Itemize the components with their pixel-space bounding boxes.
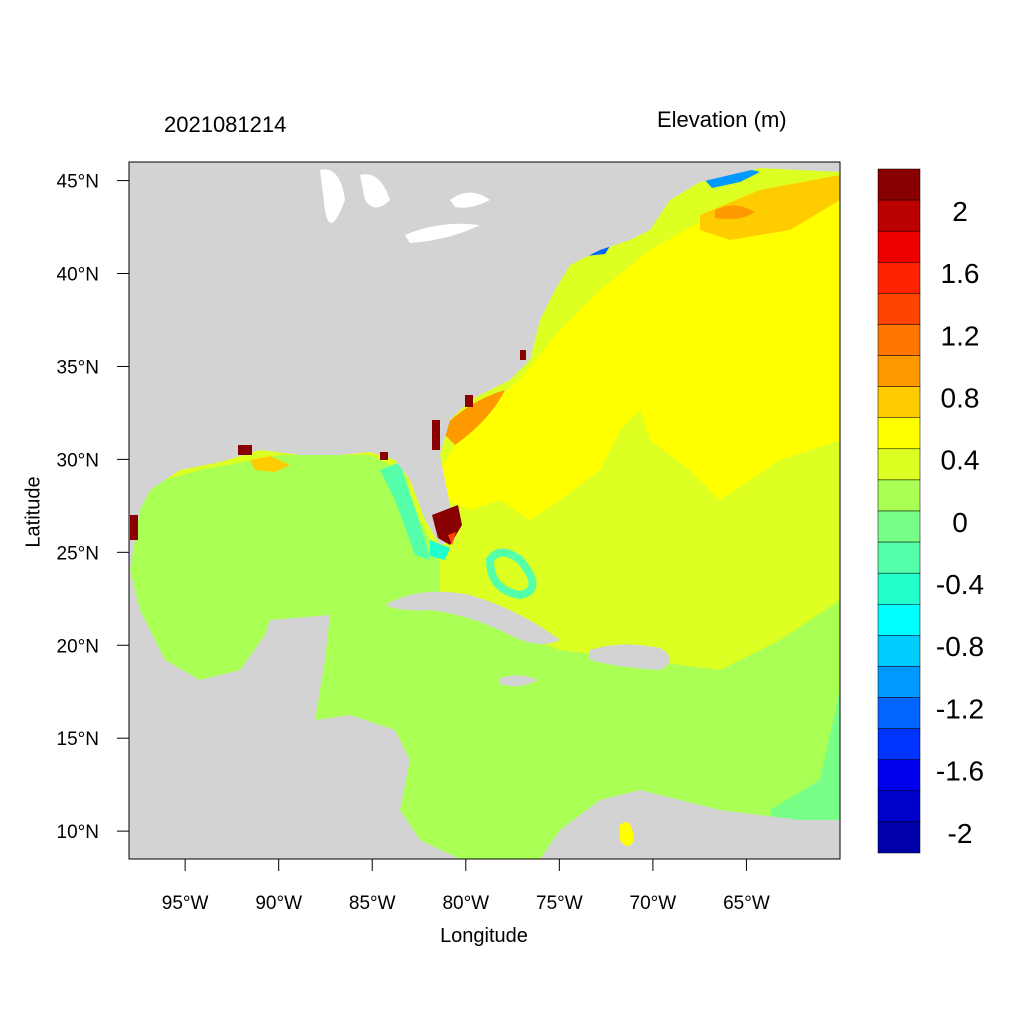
lat-tick-label: 15°N <box>57 729 99 750</box>
jamaica-land <box>500 675 538 687</box>
maine-blue <box>705 168 760 188</box>
colorbar-swatch <box>877 355 921 387</box>
maracaibo-yellow <box>620 822 634 846</box>
carolina-orange <box>440 390 505 445</box>
colorbar-swatch <box>877 821 921 854</box>
colorbar-swatch <box>877 604 921 636</box>
lat-tick-label: 30°N <box>57 450 99 471</box>
colorbar-swatch <box>877 386 921 418</box>
colorbar-swatch <box>877 635 921 667</box>
atlantic-near-field <box>440 180 840 520</box>
colorbar-swatch <box>877 541 921 574</box>
colorbar-label: -0.8 <box>936 631 984 662</box>
colorbar-swatch <box>877 230 921 263</box>
ne-shelf-field <box>700 175 840 240</box>
lon-tick-label: 90°W <box>255 893 302 914</box>
lat-tick-label: 45°N <box>57 172 99 193</box>
colorbar-swatch <box>877 199 921 232</box>
hispaniola-land <box>590 644 670 670</box>
colorbar-swatch <box>877 479 921 512</box>
cuba-land <box>385 591 560 644</box>
lat-tick-label: 25°N <box>57 543 99 564</box>
lat-tick-label: 20°N <box>57 636 99 657</box>
colorbar-swatch <box>877 790 921 823</box>
lat-ticks: 45°N 40°N 35°N 30°N 25°N 20°N 15°N 10°N <box>57 172 129 843</box>
florida-keys-cyan <box>430 540 450 560</box>
colorbar-swatch <box>877 324 921 356</box>
plot-frame <box>128 161 841 860</box>
lat-tick-label: 40°N <box>57 265 99 286</box>
east-caribbean-teal <box>770 690 840 859</box>
timestamp-title: 2021081214 <box>164 112 287 137</box>
lon-tick-label: 70°W <box>630 893 677 914</box>
gulf-coast-orange <box>250 456 290 472</box>
coastal-surge-speckle <box>130 350 526 540</box>
lon-tick-label: 80°W <box>442 893 489 914</box>
colorbar-swatch <box>877 572 921 605</box>
variable-title: Elevation (m) <box>657 107 787 132</box>
colorbar-swatch <box>877 168 921 201</box>
north-america-land <box>129 162 840 859</box>
colorbar-swatch <box>877 759 921 792</box>
colorbar-swatch <box>877 510 921 543</box>
lon-tick-label: 75°W <box>536 893 583 914</box>
colorbar-swatch <box>877 728 921 760</box>
colorbar-label: -0.4 <box>936 569 984 600</box>
colorbar-swatch <box>877 417 921 450</box>
x-axis-label: Longitude <box>440 925 528 947</box>
florida-red <box>448 532 456 545</box>
lat-tick-label: 10°N <box>57 822 99 843</box>
colorbar-label: 0.4 <box>941 445 980 476</box>
lon-tick-label: 95°W <box>162 893 209 914</box>
lat-tick-label: 35°N <box>57 357 99 378</box>
colorbar-label: 2 <box>952 196 968 227</box>
colorbar-swatch <box>877 262 921 294</box>
map-area <box>129 162 840 859</box>
colorbar-label: -1.6 <box>936 756 984 787</box>
colorbar-label: 1.6 <box>941 258 980 289</box>
lon-tick-label: 65°W <box>723 893 770 914</box>
colorbar-swatch <box>877 293 921 325</box>
great-lakes <box>320 169 490 243</box>
colorbar-label: -1.2 <box>936 693 984 724</box>
colorbar-label: 0.8 <box>941 383 980 414</box>
colorbar-label: 1.2 <box>941 320 980 351</box>
colorbar-swatch <box>877 448 921 481</box>
ne-coastal-orange <box>715 205 755 220</box>
colorbar-swatch <box>877 697 921 729</box>
lon-ticks: 95°W 90°W 85°W 80°W 75°W 70°W 65°W <box>162 859 770 914</box>
lon-tick-label: 85°W <box>349 893 396 914</box>
florida-strait-teal <box>380 462 430 560</box>
colorbar-swatch <box>877 666 921 698</box>
colorbar-label: -2 <box>948 818 973 849</box>
bahamas-ring <box>485 548 537 600</box>
colorbar: 2 1.6 1.2 0.8 0.4 0 -0.4 -0.8 -1.2 -1.6 -2 <box>877 168 984 854</box>
south-america-land <box>540 790 840 859</box>
colorbar-label: 0 <box>952 507 968 538</box>
